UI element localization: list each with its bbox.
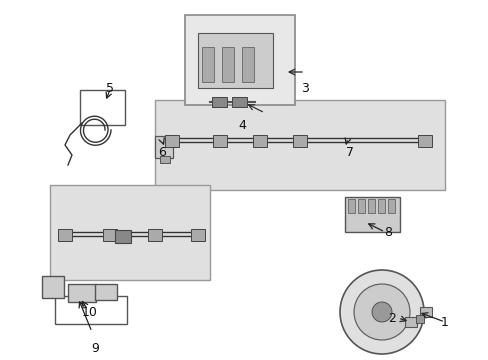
Circle shape (339, 270, 423, 354)
Bar (417, 135, 431, 147)
Bar (222, 47, 234, 82)
Bar (367, 199, 374, 213)
Bar (42, 276, 64, 298)
Bar (213, 135, 226, 147)
Bar (103, 229, 117, 241)
Bar (377, 199, 384, 213)
Bar (198, 33, 272, 88)
Bar (58, 229, 72, 241)
Bar (55, 296, 127, 324)
Bar (160, 156, 170, 163)
Text: 1: 1 (440, 315, 448, 328)
Circle shape (371, 302, 391, 322)
Text: 2: 2 (387, 311, 395, 324)
Text: 3: 3 (301, 81, 308, 94)
Bar (191, 229, 204, 241)
Bar (148, 229, 162, 241)
Text: 5: 5 (106, 81, 114, 94)
Bar (404, 317, 416, 327)
Bar (242, 47, 253, 82)
Bar (68, 284, 96, 302)
Text: 4: 4 (238, 118, 245, 131)
Text: 10: 10 (82, 306, 98, 319)
Bar (252, 135, 266, 147)
Text: 8: 8 (383, 225, 391, 239)
Bar (184, 15, 294, 105)
Bar (155, 100, 444, 190)
Bar (50, 185, 209, 280)
Bar (347, 199, 354, 213)
Bar (415, 315, 423, 323)
Bar (357, 199, 364, 213)
Bar (345, 197, 399, 232)
Bar (164, 135, 179, 147)
Text: 7: 7 (346, 145, 353, 158)
Bar (155, 136, 173, 158)
Text: 6: 6 (158, 145, 165, 158)
Bar (387, 199, 394, 213)
Circle shape (353, 284, 409, 340)
Bar (115, 230, 131, 243)
Bar (202, 47, 214, 82)
Bar (231, 97, 246, 107)
Bar (95, 284, 117, 300)
Bar (80, 90, 125, 125)
Text: 9: 9 (91, 342, 99, 355)
Bar (212, 97, 226, 107)
Bar (292, 135, 306, 147)
Bar (419, 307, 431, 317)
